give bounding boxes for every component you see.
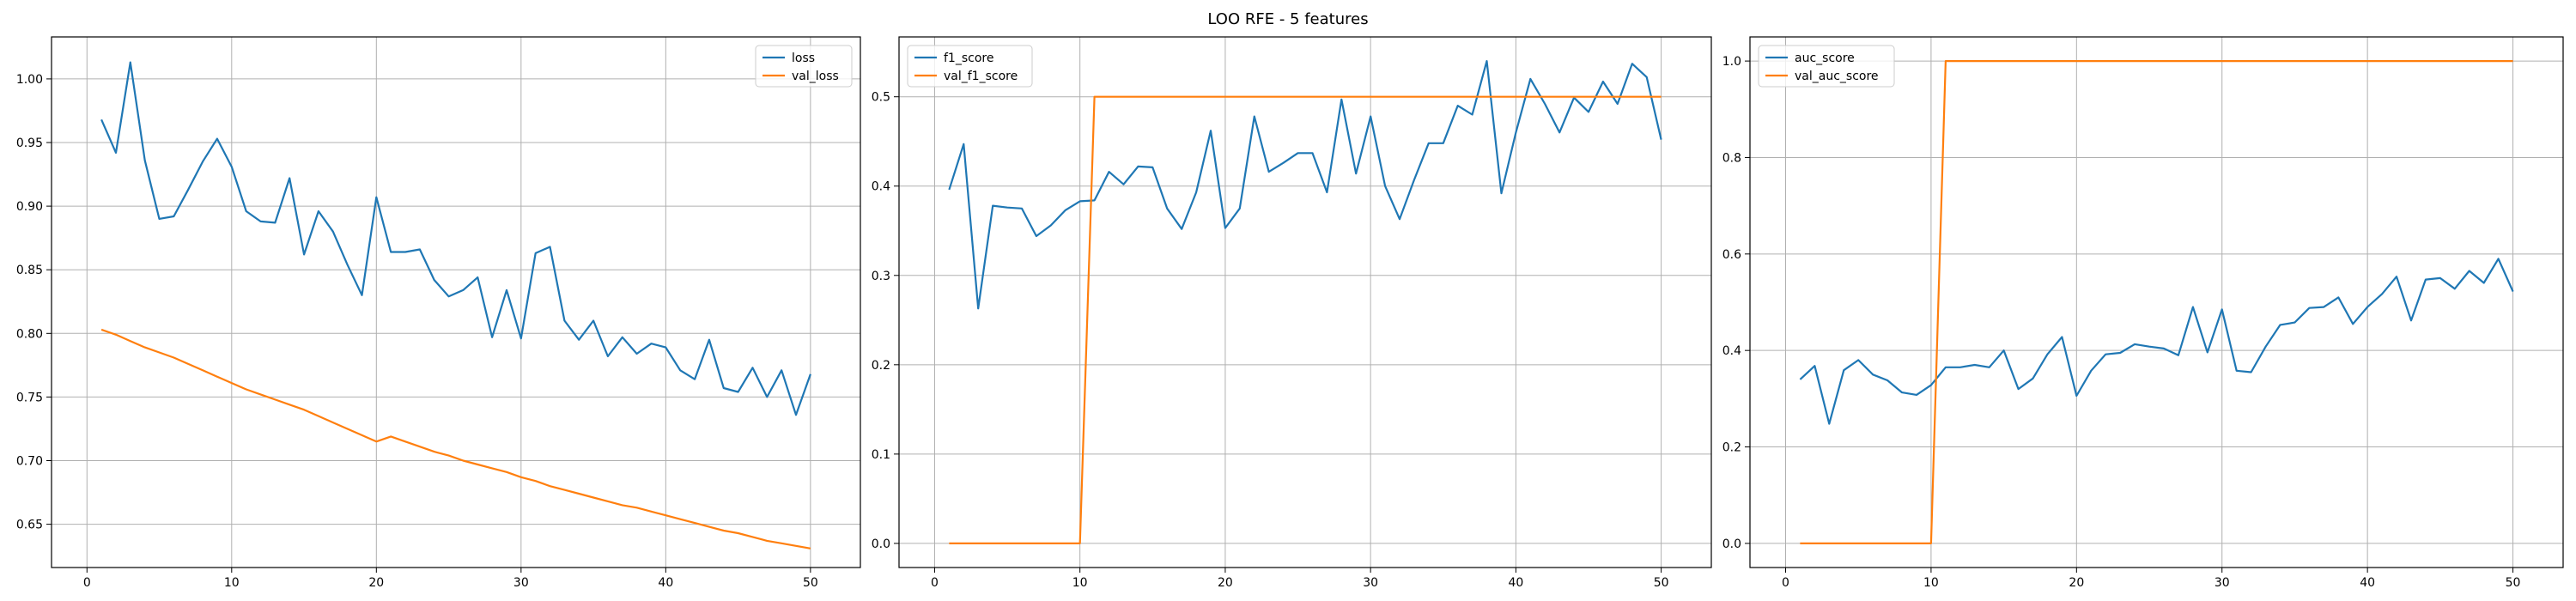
x-tick-label: 50 xyxy=(1654,576,1669,590)
series-line-auc-score xyxy=(1799,258,2514,425)
y-tick-label: 0.70 xyxy=(16,455,43,469)
series-line-val-f1-score xyxy=(949,95,1662,545)
series-line-loss xyxy=(100,61,811,416)
y-tick-label: 0.75 xyxy=(16,391,43,404)
y-tick-label: 0.80 xyxy=(16,327,43,341)
y-tick-label: 0.2 xyxy=(872,359,890,373)
y-tick-label: 0.3 xyxy=(872,270,890,283)
legend-label: val_loss xyxy=(792,70,839,83)
x-tick-label: 50 xyxy=(803,576,818,590)
legend-box xyxy=(907,45,1033,88)
series-line-val-auc-score xyxy=(1800,59,2513,545)
x-tick-label: 40 xyxy=(2360,576,2375,590)
x-tick-label: 0 xyxy=(83,576,91,590)
x-tick-label: 0 xyxy=(1782,576,1789,590)
y-tick-label: 0.2 xyxy=(1722,441,1741,455)
y-tick-label: 0.90 xyxy=(16,200,43,214)
x-tick-label: 40 xyxy=(658,576,673,590)
subplot-loss: 0 10 20 30 40 50 0.65 0.70 0.75 0.80 0.85 0.90 0.95 1… xyxy=(16,36,861,590)
y-tick-label: 0.85 xyxy=(16,264,43,277)
series-line-val-loss xyxy=(100,328,811,549)
x-tick-label: 20 xyxy=(1218,576,1233,590)
legend-label: auc_score xyxy=(1795,52,1855,65)
x-tick-label: 10 xyxy=(224,576,240,590)
legend: f1_score val_f1_score xyxy=(907,45,1033,88)
y-tick-label: 0.6 xyxy=(1722,248,1741,262)
x-tick-label: 20 xyxy=(2069,576,2084,590)
legend: loss val_loss xyxy=(755,45,853,88)
x-tick-label: 30 xyxy=(2215,576,2230,590)
y-tick-label: 1.00 xyxy=(16,73,43,87)
series-line-f1-score xyxy=(948,59,1662,310)
x-tick-label: 40 xyxy=(1508,576,1523,590)
y-tick-label: 0.95 xyxy=(16,137,43,150)
x-tick-label: 30 xyxy=(1363,576,1378,590)
y-tick-label: 0.0 xyxy=(872,537,890,551)
legend-label: val_f1_score xyxy=(944,70,1018,83)
y-tick-label: 1.0 xyxy=(1722,55,1741,69)
x-tick-label: 30 xyxy=(513,576,529,590)
subplot-f1-score: 0 10 20 30 40 50 0.0 0.1 0.2 0.3 0.4 0.5 f1_scoreval… xyxy=(872,36,1712,590)
legend: auc_score val_auc_score xyxy=(1758,45,1895,88)
legend-label: loss xyxy=(792,52,815,65)
axes-frame xyxy=(51,36,861,568)
figure-title: LOO RFE - 5 features xyxy=(1207,10,1368,28)
legend-label: val_auc_score xyxy=(1795,70,1879,83)
x-tick-label: 50 xyxy=(2506,576,2521,590)
x-tick-label: 20 xyxy=(368,576,384,590)
subplot-auc-score: 0 10 20 30 40 50 0.0 0.2 0.4 0.6 0.8 1.0 auc_scoreva… xyxy=(1722,36,2564,590)
y-tick-label: 0.8 xyxy=(1722,151,1741,165)
axes-frame xyxy=(1749,36,2564,568)
y-tick-label: 0.4 xyxy=(1722,344,1741,358)
x-tick-label: 10 xyxy=(1923,576,1939,590)
y-tick-label: 0.5 xyxy=(872,91,890,105)
legend-label: f1_score xyxy=(944,52,993,65)
x-tick-label: 0 xyxy=(931,576,939,590)
legend-box xyxy=(1758,45,1895,88)
axes-frame xyxy=(898,36,1712,568)
y-tick-label: 0.0 xyxy=(1722,537,1741,551)
x-tick-label: 10 xyxy=(1072,576,1088,590)
y-tick-label: 0.1 xyxy=(872,448,890,462)
y-tick-label: 0.4 xyxy=(872,180,890,194)
y-tick-label: 0.65 xyxy=(16,519,43,532)
